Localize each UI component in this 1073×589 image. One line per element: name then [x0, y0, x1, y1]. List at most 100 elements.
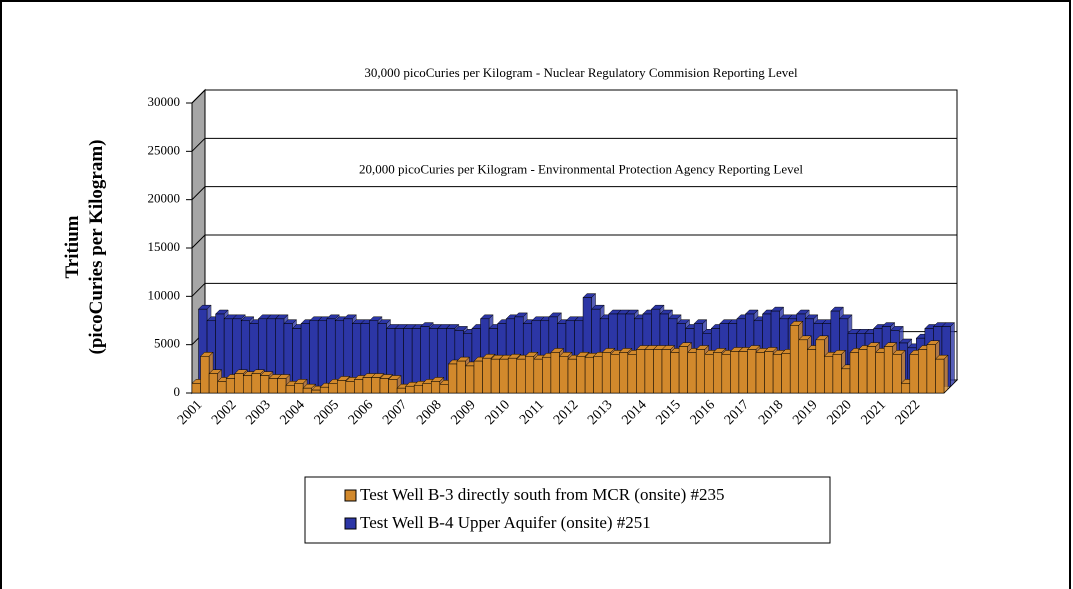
- grid-line: [191, 234, 957, 249]
- bar: [721, 354, 731, 394]
- bar: [277, 378, 287, 394]
- y-tick-label: 0: [174, 384, 181, 399]
- bar: [411, 328, 421, 387]
- y-tick-label: 20000: [148, 191, 181, 206]
- bar: [337, 380, 347, 394]
- y-axis-title-line: Tritium: [62, 215, 83, 278]
- bar: [473, 360, 483, 394]
- bar: [601, 352, 611, 394]
- x-tick-label: 2020: [824, 397, 854, 427]
- bar: [567, 358, 577, 394]
- bar: [875, 352, 885, 394]
- x-tick-label: 2004: [278, 397, 308, 427]
- bar: [525, 356, 535, 394]
- bar: [200, 356, 210, 394]
- bar: [413, 385, 423, 394]
- bar: [362, 377, 372, 394]
- bar: [849, 352, 859, 394]
- bar: [379, 378, 389, 394]
- y-tick-label: 25000: [148, 142, 181, 157]
- x-tick-label: 2011: [517, 397, 547, 427]
- x-tick-label: 2017: [722, 397, 752, 427]
- bar: [764, 351, 774, 394]
- annotation: 20,000 picoCuries per Kilogram - Environ…: [359, 162, 803, 177]
- bar: [678, 346, 688, 394]
- y-tick-label: 30000: [148, 94, 181, 109]
- y-tick-label: 10000: [148, 287, 181, 302]
- bar: [772, 354, 782, 394]
- annotation: 30,000 picoCuries per Kilogram - Nuclear…: [364, 65, 798, 80]
- bar: [713, 352, 723, 394]
- bar: [935, 358, 945, 394]
- bar: [918, 349, 928, 394]
- y-axis-title: Tritium (picoCuries per Kilogram): [62, 140, 107, 355]
- x-tick-label: 2009: [448, 397, 478, 427]
- bar: [300, 323, 310, 387]
- bar: [832, 354, 842, 394]
- bar: [482, 357, 492, 394]
- bar: [326, 318, 336, 387]
- bar: [405, 385, 415, 394]
- bar: [225, 378, 235, 394]
- bar: [559, 356, 569, 394]
- bar: [403, 328, 413, 387]
- bar: [824, 356, 834, 394]
- y-axis-title-line: (picoCuries per Kilogram): [86, 140, 107, 355]
- legend-label: Test Well B-4 Upper Aquifer (onsite) #25…: [360, 513, 651, 532]
- x-tick-label: 2008: [414, 397, 444, 427]
- bar: [841, 368, 851, 394]
- legend-label: Test Well B-3 directly south from MCR (o…: [360, 485, 724, 504]
- bar: [636, 349, 646, 394]
- grid-line: [191, 137, 957, 152]
- bar: [439, 384, 449, 394]
- x-tick-label: 2013: [585, 397, 615, 427]
- x-tick-label: 2007: [380, 397, 410, 427]
- bar: [448, 363, 458, 394]
- bar: [345, 381, 355, 394]
- bar: [260, 375, 270, 394]
- x-tick-label: 2019: [790, 397, 820, 427]
- x-tick-label: 2012: [551, 397, 581, 427]
- bar: [542, 356, 552, 394]
- legend-swatch: [344, 489, 357, 502]
- bar: [420, 326, 430, 387]
- legend-swatch: [344, 517, 357, 530]
- x-tick-label: 2014: [619, 397, 649, 427]
- bar: [292, 328, 302, 387]
- bar: [396, 387, 406, 394]
- bar: [755, 352, 765, 394]
- bar: [268, 378, 278, 394]
- grid-line: [191, 186, 957, 201]
- bar: [815, 339, 825, 394]
- bar: [490, 358, 500, 394]
- bar: [926, 344, 936, 394]
- x-tick-label: 2010: [483, 397, 513, 427]
- bar: [234, 373, 244, 394]
- bar: [431, 381, 441, 394]
- bar: [516, 358, 526, 394]
- bar: [644, 349, 654, 394]
- bar: [627, 354, 637, 394]
- grid-line: [191, 89, 957, 104]
- bar: [507, 357, 517, 394]
- bar: [883, 346, 893, 394]
- bar: [781, 353, 791, 394]
- bar: [892, 354, 902, 394]
- x-tick-label: 2022: [893, 397, 923, 427]
- bar: [798, 339, 808, 394]
- bar: [789, 325, 799, 394]
- bar: [901, 383, 911, 394]
- bar: [302, 387, 312, 394]
- bar: [294, 383, 304, 394]
- bar: [191, 383, 201, 394]
- bar: [371, 377, 381, 394]
- bar: [576, 356, 586, 394]
- x-tick-label: 2005: [312, 397, 342, 427]
- bar: [858, 349, 868, 394]
- bar-side: [943, 354, 949, 394]
- bar: [687, 352, 697, 394]
- x-tick-label: 2021: [859, 397, 889, 427]
- bar: [730, 351, 740, 394]
- bar: [704, 354, 714, 394]
